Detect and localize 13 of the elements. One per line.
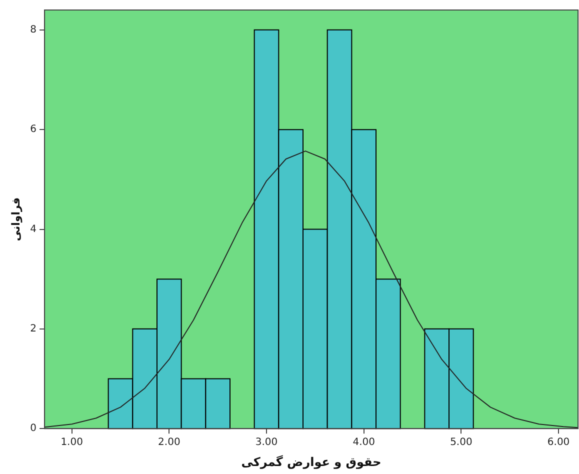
x-axis-title: حقوق و عوارض گمرکی bbox=[241, 454, 382, 469]
y-tick-label: 6 bbox=[30, 124, 37, 136]
y-tick-label: 2 bbox=[30, 324, 37, 335]
x-tick-label: 6.00 bbox=[547, 437, 570, 448]
y-tick-label: 4 bbox=[30, 224, 37, 235]
x-tick-label: 3.00 bbox=[255, 437, 278, 448]
y-axis-title: فراوانی bbox=[9, 197, 22, 242]
x-tick-label: 2.00 bbox=[158, 437, 180, 448]
x-tick-label: 1.00 bbox=[60, 437, 83, 448]
y-tick-label: 8 bbox=[30, 24, 37, 36]
x-tick-label: 4.00 bbox=[352, 437, 375, 448]
x-tick-label: 5.00 bbox=[450, 437, 472, 448]
y-tick-label: 0 bbox=[30, 423, 37, 434]
